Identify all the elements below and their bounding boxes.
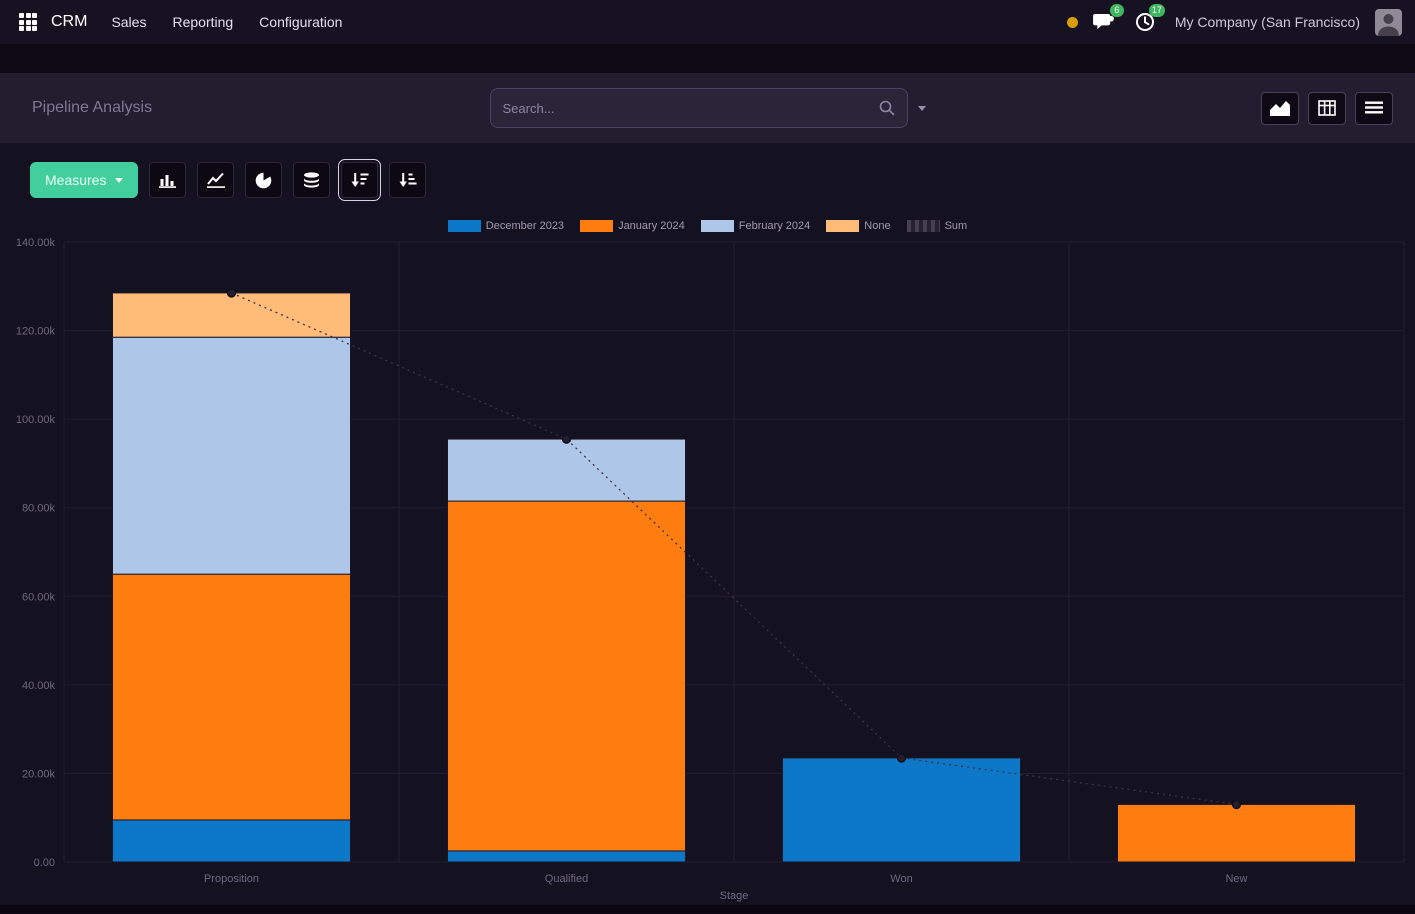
search-icon <box>879 100 895 116</box>
measures-button[interactable]: Measures <box>30 162 139 198</box>
bottom-strip <box>0 905 1415 914</box>
pie-chart-button[interactable] <box>245 162 283 198</box>
x-tick-label: Won <box>890 873 912 885</box>
clock-icon <box>1135 13 1154 31</box>
bar-segment[interactable] <box>1117 803 1356 863</box>
search-options-toggle[interactable] <box>908 88 936 128</box>
chat-bubble-icon <box>1093 13 1115 30</box>
sum-point[interactable] <box>896 753 907 763</box>
y-tick-label: 0.00 <box>34 857 55 869</box>
pivot-view-icon <box>1318 100 1336 116</box>
messages-button[interactable]: 6 <box>1089 4 1124 37</box>
legend-item[interactable]: February 2024 <box>700 220 811 232</box>
sum-line <box>231 292 1237 806</box>
legend-label: December 2023 <box>485 220 565 232</box>
legend-swatch <box>906 220 940 232</box>
view-switcher-list[interactable] <box>1355 91 1393 125</box>
sort-descending-button[interactable] <box>338 159 382 201</box>
x-tick-label: Qualified <box>545 873 588 885</box>
bar-segment[interactable] <box>112 573 351 821</box>
legend-label: January 2024 <box>618 220 685 232</box>
main-content: Measures <box>0 143 1415 905</box>
legend-label: None <box>864 220 891 232</box>
chart-legend: December 2023 January 2024 February 2024 No… <box>0 218 1415 234</box>
graph-view-icon <box>1270 101 1290 116</box>
y-tick-label: 100.00k <box>16 414 56 426</box>
bar-segment[interactable] <box>782 757 1021 863</box>
bar-segment[interactable] <box>447 850 686 863</box>
apps-grid-icon <box>19 13 37 31</box>
bar-segment[interactable] <box>447 438 686 502</box>
line-chart-icon <box>206 172 225 188</box>
avatar-image <box>1375 8 1402 36</box>
list-view-icon <box>1365 101 1383 114</box>
systray: 6 17 My Company (San Francisco) <box>1066 4 1402 37</box>
view-switcher <box>936 91 1415 125</box>
pie-chart-icon <box>256 171 272 188</box>
bar-segment[interactable] <box>447 500 686 852</box>
bar-segment[interactable] <box>112 292 351 338</box>
chevron-down-icon <box>115 177 124 183</box>
y-tick-label: 140.00k <box>16 237 56 249</box>
sum-point[interactable] <box>226 288 237 298</box>
nav-menu: Sales Reporting Configuration <box>99 8 354 36</box>
top-navbar: CRM Sales Reporting Configuration 6 17 M… <box>0 0 1415 44</box>
y-tick-label: 40.00k <box>22 680 56 692</box>
avatar[interactable] <box>1375 8 1402 36</box>
messages-badge: 6 <box>1109 4 1124 17</box>
legend-swatch <box>447 220 481 232</box>
bar-chart-icon <box>158 175 176 188</box>
graph-toolbar: Measures <box>0 159 1415 201</box>
x-tick-label: New <box>1225 873 1247 885</box>
company-switcher[interactable]: My Company (San Francisco) <box>1174 14 1360 30</box>
bar-segment[interactable] <box>112 819 351 863</box>
control-panel: Pipeline Analysis <box>0 73 1415 143</box>
nav-item-sales[interactable]: Sales <box>111 14 147 30</box>
nav-item-configuration[interactable]: Configuration <box>259 14 343 30</box>
legend-item[interactable]: December 2023 <box>447 220 565 232</box>
legend-label: February 2024 <box>738 220 811 232</box>
x-tick-label: Proposition <box>204 873 259 885</box>
y-tick-label: 60.00k <box>22 591 56 603</box>
y-tick-label: 120.00k <box>16 326 56 338</box>
sort-descending-icon <box>351 173 369 187</box>
legend-swatch <box>826 220 860 232</box>
page-title: Pipeline Analysis <box>32 99 153 116</box>
sum-point[interactable] <box>561 434 572 444</box>
measures-label: Measures <box>45 172 107 188</box>
view-switcher-graph[interactable] <box>1261 91 1299 125</box>
app-brand[interactable]: CRM <box>51 13 88 30</box>
bar-segment[interactable] <box>112 336 351 575</box>
y-tick-label: 20.00k <box>22 768 56 780</box>
stacked-toggle-button[interactable] <box>293 162 331 198</box>
activities-button[interactable]: 17 <box>1130 4 1165 37</box>
view-switcher-pivot[interactable] <box>1308 91 1346 125</box>
y-tick-label: 80.00k <box>22 503 56 515</box>
bar-chart-button[interactable] <box>149 162 187 198</box>
stacked-icon <box>304 172 320 188</box>
legend-item[interactable]: None <box>826 220 891 232</box>
activities-badge: 17 <box>1148 4 1165 17</box>
status-dot-icon[interactable] <box>1066 16 1078 28</box>
apps-menu-button[interactable] <box>13 7 43 37</box>
sort-ascending-button[interactable] <box>389 162 427 198</box>
chart-canvas[interactable]: 0.00 20.00k 40.00k 60.00k 80.00k 100.00k 120.0… <box>0 236 1415 910</box>
legend-swatch <box>700 220 734 232</box>
sum-point[interactable] <box>1231 799 1242 810</box>
nav-item-reporting[interactable]: Reporting <box>172 14 234 30</box>
legend-label: Sum <box>944 220 968 232</box>
pipeline-analysis-chart[interactable]: 0.00 20.00k 40.00k 60.00k 80.00k 100.00k 120.0… <box>0 236 1415 905</box>
x-axis-title: Stage <box>720 890 749 902</box>
sort-ascending-icon <box>399 173 417 187</box>
legend-swatch <box>580 220 614 232</box>
legend-item[interactable]: January 2024 <box>580 220 685 232</box>
legend-item[interactable]: Sum <box>906 220 968 232</box>
search-box <box>489 88 908 128</box>
search-input[interactable] <box>502 100 879 116</box>
chevron-down-icon <box>917 105 926 111</box>
line-chart-button[interactable] <box>197 162 235 198</box>
